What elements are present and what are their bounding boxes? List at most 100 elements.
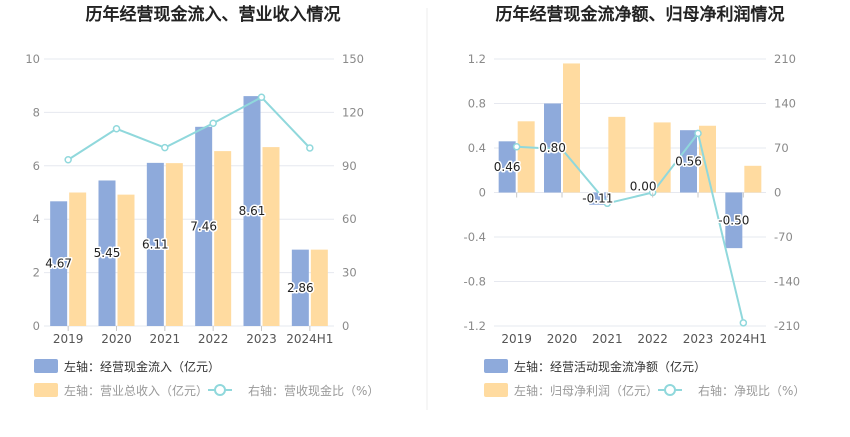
- legend-label: 左轴：经营现金流入（亿元）: [64, 359, 220, 374]
- chart-left: 历年经营现金流入、营业收入情况 0 2 4 6 8 10 0 30 60 90 120 150 4.…: [25, 4, 379, 398]
- bar-series-2[interactable]: [744, 165, 762, 193]
- bar-series-1[interactable]: [243, 96, 261, 326]
- legend-label: 右轴：营收现金比（%）: [248, 383, 379, 398]
- bar-series-1[interactable]: [146, 162, 164, 326]
- bar-data-label: 0.46: [494, 160, 521, 174]
- left-axis-ticks: -1.2 -0.8 -0.4 0 0.4 0.8 1.2: [464, 52, 486, 333]
- bar-data-label: 5.45: [94, 246, 121, 260]
- chart-title: 历年经营现金流净额、归母净利润情况: [496, 4, 785, 25]
- bar-series-1[interactable]: [291, 249, 309, 326]
- legend-series-1[interactable]: 左轴：经营现金流入（亿元）: [34, 359, 220, 374]
- bar-series-2[interactable]: [563, 63, 580, 193]
- data-labels: 4.67 5.45 6.11 7.46 8.61 2.86: [44, 203, 315, 297]
- ratio-point[interactable]: [257, 93, 266, 102]
- x-tick-label: 2024H1: [720, 332, 767, 346]
- y-tick-left: 0.4: [468, 141, 486, 155]
- x-axis-ticks: 2019 2020 2021 2022 2023 2024H1: [53, 326, 333, 346]
- bar-data-label: 0.80: [539, 141, 566, 155]
- y-tick-right: -70: [774, 230, 793, 244]
- y-tick-right: 90: [342, 159, 357, 173]
- bar-series-2[interactable]: [262, 147, 280, 326]
- y-tick-right: -210: [774, 319, 800, 333]
- y-tick-left: 0: [479, 186, 486, 200]
- bar-data-label: 4.67: [45, 257, 72, 271]
- data-labels: 0.46 0.80 -0.11 0.00 0.56 -0.50: [492, 140, 751, 229]
- legend-swatch-bar1: [34, 359, 58, 373]
- ratio-point[interactable]: [209, 119, 217, 128]
- x-tick-label: 2023: [246, 332, 277, 346]
- y-tick-right: 150: [342, 52, 364, 66]
- y-tick-left: 4: [33, 212, 40, 226]
- right-axis-ticks: -210 -140 -70 0 70 140 210: [774, 52, 800, 333]
- x-tick-label: 2023: [683, 332, 714, 346]
- bar-data-label: 7.46: [190, 219, 217, 233]
- x-tick-label: 2021: [592, 332, 623, 346]
- bar-series-2[interactable]: [310, 249, 328, 326]
- y-tick-left: -0.8: [464, 275, 486, 289]
- legend-swatch-bar1: [484, 359, 508, 373]
- chart-title: 历年经营现金流入、营业收入情况: [86, 4, 341, 25]
- legend-swatch-bar2: [484, 383, 508, 397]
- x-tick-label: 2019: [501, 332, 532, 346]
- y-tick-right: 60: [342, 212, 357, 226]
- legend-line-marker-icon: [208, 384, 232, 396]
- legend-series-2[interactable]: 左轴：营业总收入（亿元）: [34, 383, 208, 398]
- bar-data-label: 8.61: [239, 204, 266, 218]
- legend-series-2[interactable]: 左轴：归母净利润（亿元）: [484, 383, 658, 398]
- x-axis-ticks: 2019 2020 2021 2022 2023 2024H1: [501, 192, 767, 346]
- left-axis-ticks: 0 2 4 6 8 10: [25, 52, 40, 333]
- bar-series-1[interactable]: [195, 126, 213, 327]
- x-tick-label: 2024H1: [286, 332, 333, 346]
- ratio-line: [64, 93, 314, 164]
- bar-data-label: 6.11: [142, 237, 169, 251]
- ratio-point[interactable]: [161, 143, 169, 152]
- y-tick-right: 210: [774, 52, 796, 66]
- y-tick-left: 8: [33, 105, 40, 119]
- bar-data-label: -0.50: [718, 213, 749, 227]
- legend-swatch-bar2: [34, 383, 58, 397]
- bar-series-2[interactable]: [69, 192, 87, 327]
- ratio-point[interactable]: [694, 129, 702, 138]
- bar-series-2[interactable]: [517, 121, 535, 193]
- legend-series-1[interactable]: 左轴：经营活动现金流净额（亿元）: [484, 359, 706, 374]
- bar-series-1[interactable]: [680, 130, 697, 193]
- y-tick-right: -140: [774, 275, 800, 289]
- bar-series-2[interactable]: [214, 151, 232, 326]
- y-tick-right: 30: [342, 266, 357, 280]
- bar-series-2[interactable]: [608, 116, 626, 193]
- y-tick-left: 1.2: [468, 52, 486, 66]
- legend-line-dot: [664, 384, 676, 396]
- ratio-point[interactable]: [306, 144, 314, 152]
- y-tick-left: -0.4: [464, 230, 486, 244]
- bar-data-label: 0.56: [675, 154, 702, 168]
- y-tick-left: 0.8: [468, 97, 486, 111]
- ratio-point[interactable]: [558, 145, 566, 154]
- legend-series-3[interactable]: 右轴：营收现金比（%）: [208, 383, 379, 398]
- x-tick-label: 2022: [637, 332, 668, 346]
- gridlines: [44, 58, 334, 327]
- chart-right: 历年经营现金流净额、归母净利润情况 -1.2 -0.8 -0.4 0 0.4 0.8 1.2…: [464, 4, 806, 398]
- x-tick-label: 2022: [198, 332, 229, 346]
- ratio-point[interactable]: [112, 125, 121, 133]
- y-tick-left: 6: [33, 159, 40, 173]
- ratio-point[interactable]: [512, 142, 521, 151]
- bar-series-1[interactable]: [498, 141, 516, 193]
- bar-series-1[interactable]: [725, 192, 743, 249]
- y-tick-right: 70: [774, 141, 789, 155]
- ratio-point[interactable]: [603, 199, 612, 208]
- bar-series-2[interactable]: [117, 194, 135, 326]
- y-tick-left: 2: [33, 266, 40, 280]
- legend-series-3[interactable]: 右轴：净现比（%）: [658, 383, 805, 398]
- bar-series-1[interactable]: [98, 180, 116, 326]
- bar-series-2[interactable]: [699, 125, 716, 193]
- bar-series-1[interactable]: [50, 201, 68, 326]
- ratio-line-path: [67, 96, 311, 161]
- y-tick-left: 10: [25, 52, 40, 66]
- ratio-point[interactable]: [64, 155, 72, 164]
- ratio-point[interactable]: [739, 319, 748, 327]
- legend-label: 左轴：营业总收入（亿元）: [64, 383, 208, 398]
- bar-data-label: 0.00: [630, 180, 657, 194]
- y-tick-left: -1.2: [464, 319, 486, 333]
- bar-series-2[interactable]: [165, 163, 183, 326]
